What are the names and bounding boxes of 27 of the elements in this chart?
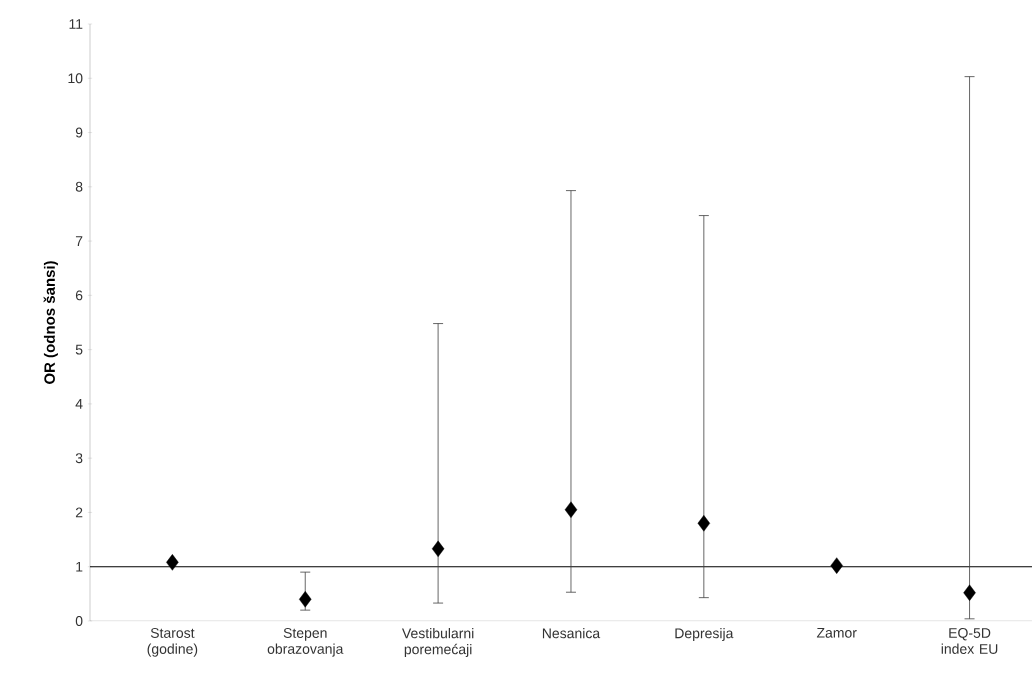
point	[963, 584, 976, 601]
x-tick-label: EQ-5D index EU	[941, 627, 998, 654]
x-tick-label: Vestibularni poremećaji	[401, 627, 474, 658]
x-tick-label: Depresija	[675, 627, 734, 642]
x-tick-label: Starost (godine)	[147, 627, 198, 657]
point	[166, 554, 179, 571]
y-tick-label: 3	[75, 453, 83, 464]
x-tick-label: Nesanica	[542, 627, 601, 639]
y-tick-label: 4	[75, 399, 83, 409]
point	[299, 591, 312, 608]
y-tick-label: 11	[69, 19, 83, 29]
x-tick-label: Stepen obrazovanja	[267, 627, 344, 657]
y-tick-label: 0	[75, 616, 83, 626]
y-tick-label: 6	[75, 290, 83, 301]
y-axis-title: OR (odnos šansi)	[43, 261, 58, 384]
point	[431, 540, 445, 557]
point	[564, 501, 578, 518]
x-tick-label: Zamor	[816, 627, 857, 638]
y-tick-label: 9	[75, 127, 83, 138]
y-tick-label: 1	[76, 561, 83, 572]
y-tick-label: 8	[75, 181, 83, 192]
point	[697, 515, 711, 532]
y-tick-label: 2	[75, 507, 83, 518]
y-tick-label: 10	[68, 73, 83, 84]
y-tick-label: 5	[75, 344, 83, 355]
y-tick-label: 7	[75, 236, 83, 246]
point	[830, 557, 843, 574]
